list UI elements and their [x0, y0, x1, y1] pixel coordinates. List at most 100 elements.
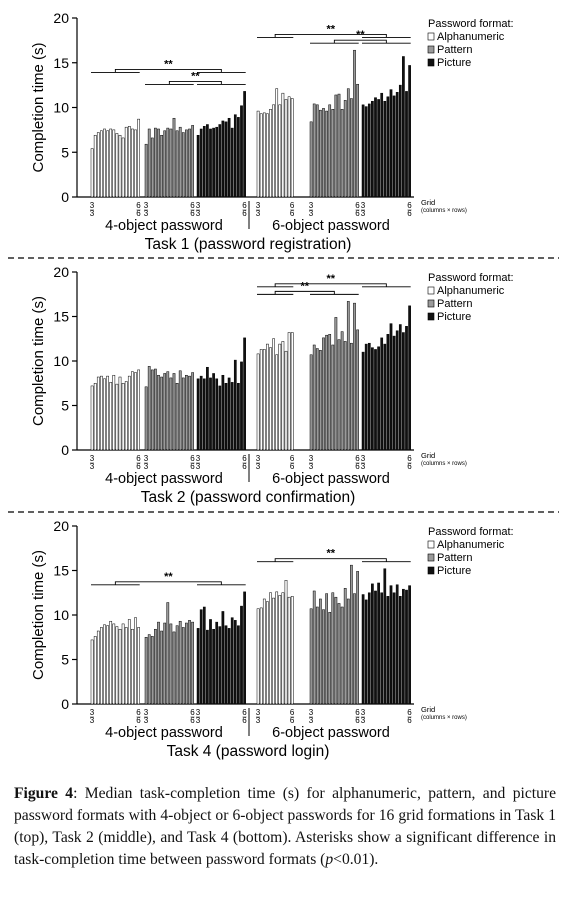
- bar-alphanumeric-4obj: [93, 636, 97, 705]
- grid-tick-label: 3: [196, 462, 201, 471]
- group-label-6-object: 6-object password: [272, 725, 390, 741]
- bar-alphanumeric-4obj: [137, 627, 140, 705]
- bar-picture-4obj: [206, 366, 209, 451]
- bar-pattern-6obj: [334, 317, 338, 451]
- bar-pattern-4obj: [163, 622, 167, 705]
- bar-pattern-6obj: [340, 331, 344, 451]
- bar-pattern-6obj: [312, 590, 316, 705]
- bar-picture-6obj: [361, 104, 365, 198]
- bar-picture-4obj: [224, 383, 228, 451]
- bar-alphanumeric-6obj: [275, 591, 279, 705]
- bar-pattern-4obj: [147, 634, 151, 705]
- grid-tick-label: 3: [309, 708, 314, 717]
- bar-picture-6obj: [374, 349, 377, 451]
- grid-tick-label: 6: [355, 454, 360, 463]
- bar-pattern-6obj: [350, 564, 353, 705]
- bar-pattern-4obj: [157, 128, 160, 198]
- bar-pattern-6obj: [315, 104, 319, 198]
- bar-alphanumeric-6obj: [262, 112, 266, 198]
- bar-pattern-6obj: [309, 121, 313, 198]
- bar-pattern-6obj: [319, 598, 322, 705]
- grid-tick-label: 3: [90, 209, 95, 218]
- grid-tick-label: 6: [290, 716, 295, 725]
- bar-picture-4obj: [240, 361, 243, 451]
- significance-label: **: [356, 29, 365, 41]
- significance-label: **: [326, 23, 335, 35]
- bar-pattern-6obj: [340, 606, 344, 705]
- bar-pattern-4obj: [144, 637, 148, 705]
- significance-bracket: [333, 39, 387, 44]
- grid-tick-label: 3: [256, 708, 261, 717]
- bar-picture-4obj: [215, 126, 219, 198]
- grid-tick-label: 3: [361, 201, 366, 210]
- y-tick-label: 5: [61, 652, 69, 668]
- significance-label: **: [164, 571, 173, 583]
- y-tick-label: 5: [61, 398, 69, 414]
- bar-picture-4obj: [237, 383, 240, 451]
- grid-tick-label: 6: [190, 462, 195, 471]
- significance-bracket: [114, 68, 222, 73]
- grid-tick-label: 3: [144, 708, 149, 717]
- bar-picture-6obj: [380, 592, 384, 705]
- grid-tick-label: 3: [309, 716, 314, 725]
- bar-picture-4obj: [221, 120, 225, 198]
- bar-alphanumeric-4obj: [112, 623, 116, 705]
- bar-pattern-6obj: [328, 334, 332, 451]
- bar-pattern-6obj: [315, 348, 319, 451]
- bar-alphanumeric-6obj: [266, 113, 269, 198]
- bar-picture-6obj: [392, 95, 396, 198]
- bar-alphanumeric-6obj: [287, 96, 291, 198]
- legend-title: Password format:: [428, 272, 514, 284]
- y-axis-label: Completion time (s): [30, 550, 47, 680]
- grid-tick-label: 3: [90, 708, 95, 717]
- bar-pattern-6obj: [325, 110, 328, 198]
- bar-picture-6obj: [380, 92, 384, 198]
- y-axis-label: Completion time (s): [30, 296, 47, 426]
- bar-alphanumeric-6obj: [256, 353, 260, 451]
- significance-label: **: [191, 70, 200, 82]
- bar-alphanumeric-4obj: [96, 630, 100, 705]
- grid-tick-label: 6: [290, 201, 295, 210]
- grid-tick-label: 3: [361, 716, 366, 725]
- grid-tick-label: 6: [355, 708, 360, 717]
- bar-pattern-4obj: [154, 368, 157, 451]
- bar-pattern-4obj: [172, 373, 176, 451]
- bar-pattern-4obj: [188, 375, 191, 451]
- significance-label: **: [164, 58, 173, 70]
- grid-tick-label: 6: [190, 454, 195, 463]
- bar-picture-4obj: [209, 128, 212, 198]
- bar-alphanumeric-6obj: [281, 92, 285, 198]
- bar-picture-4obj: [221, 374, 225, 451]
- bar-picture-6obj: [408, 65, 411, 198]
- bar-alphanumeric-4obj: [137, 118, 140, 198]
- bar-alphanumeric-4obj: [115, 133, 119, 198]
- group-label-6-object: 6-object password: [272, 471, 390, 487]
- bar-alphanumeric-6obj: [281, 341, 285, 451]
- bar-alphanumeric-4obj: [131, 128, 134, 198]
- bar-pattern-6obj: [331, 592, 335, 705]
- significance-label: **: [326, 273, 335, 285]
- grid-tick-label: 6: [242, 201, 247, 210]
- legend-title: Password format:: [428, 18, 514, 30]
- significance-bracket: [274, 34, 387, 38]
- grid-tick-label: 6: [242, 209, 247, 218]
- bar-alphanumeric-4obj: [90, 385, 94, 451]
- bar-pattern-4obj: [160, 134, 163, 198]
- bar-picture-4obj: [230, 617, 234, 705]
- bar-picture-6obj: [389, 89, 393, 198]
- grid-tick-label: 3: [90, 201, 95, 210]
- bar-picture-4obj: [224, 625, 228, 705]
- bar-pattern-6obj: [346, 301, 350, 451]
- bar-pattern-6obj: [334, 94, 338, 198]
- bar-alphanumeric-4obj: [115, 383, 119, 451]
- bar-alphanumeric-6obj: [275, 354, 279, 451]
- grid-tick-label: 3: [361, 708, 366, 717]
- bar-pattern-4obj: [181, 377, 185, 451]
- grid-tick-label: 3: [144, 201, 149, 210]
- bar-picture-4obj: [209, 377, 212, 451]
- bar-picture-6obj: [377, 582, 380, 705]
- bar-picture-4obj: [243, 91, 246, 198]
- bar-pattern-4obj: [169, 128, 173, 198]
- bar-alphanumeric-6obj: [266, 601, 269, 705]
